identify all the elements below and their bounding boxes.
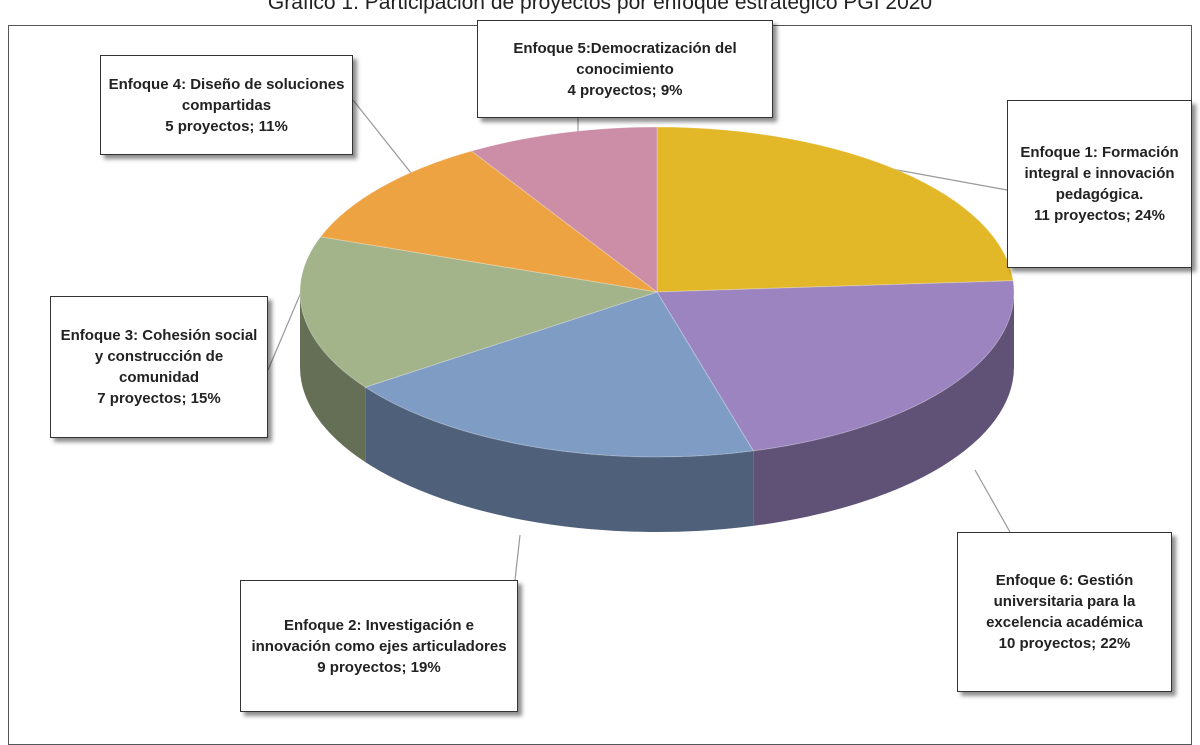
label-category: Enfoque 1: Formación integral e innovaci… [1020, 144, 1179, 203]
data-label: Enfoque 6: Gestión universitaria para la… [957, 532, 1172, 692]
label-category: Enfoque 4: Diseño de soluciones comparti… [108, 75, 345, 114]
label-value: 5 proyectos; 11% [165, 117, 288, 135]
label-value: 4 proyectos; 9% [567, 81, 683, 99]
label-category: Enfoque 3: Cohesión social y construcció… [60, 327, 258, 386]
pie-sides [300, 292, 1014, 532]
data-label: Enfoque 4: Diseño de soluciones comparti… [100, 55, 353, 155]
label-category: Enfoque 5:Democratización del conocimien… [513, 39, 737, 78]
leader-line [267, 289, 303, 371]
label-value: 10 proyectos; 22% [998, 635, 1131, 652]
slice [470, 126, 658, 294]
data-label: Enfoque 2: Investigación e innovación co… [240, 580, 518, 712]
leader-line [352, 99, 416, 179]
label-value: 7 proyectos; 15% [97, 390, 221, 407]
slice [319, 150, 658, 293]
data-label: Enfoque 5:Democratización del conocimien… [477, 20, 773, 118]
data-label: Enfoque 1: Formación integral e innovaci… [1007, 100, 1192, 268]
data-label: Enfoque 3: Cohesión social y construcció… [50, 296, 268, 438]
label-value: 9 proyectos; 19% [317, 658, 441, 676]
leader-line [974, 469, 1011, 533]
label-category: Enfoque 2: Investigación e innovación co… [251, 616, 507, 655]
pie-top [299, 126, 1015, 458]
slice-side [753, 292, 1014, 526]
slice [656, 280, 1015, 452]
slice [364, 291, 755, 458]
leader-line [514, 534, 521, 581]
slice [656, 126, 1014, 293]
label-value: 11 proyectos; 24% [1034, 207, 1165, 224]
slice-side [365, 387, 754, 532]
label-category: Enfoque 6: Gestión universitaria para la… [986, 572, 1143, 631]
slice-side [300, 292, 366, 463]
chart-title: Gráfico 1. Participación de proyectos po… [267, 0, 933, 14]
slice [299, 236, 658, 388]
